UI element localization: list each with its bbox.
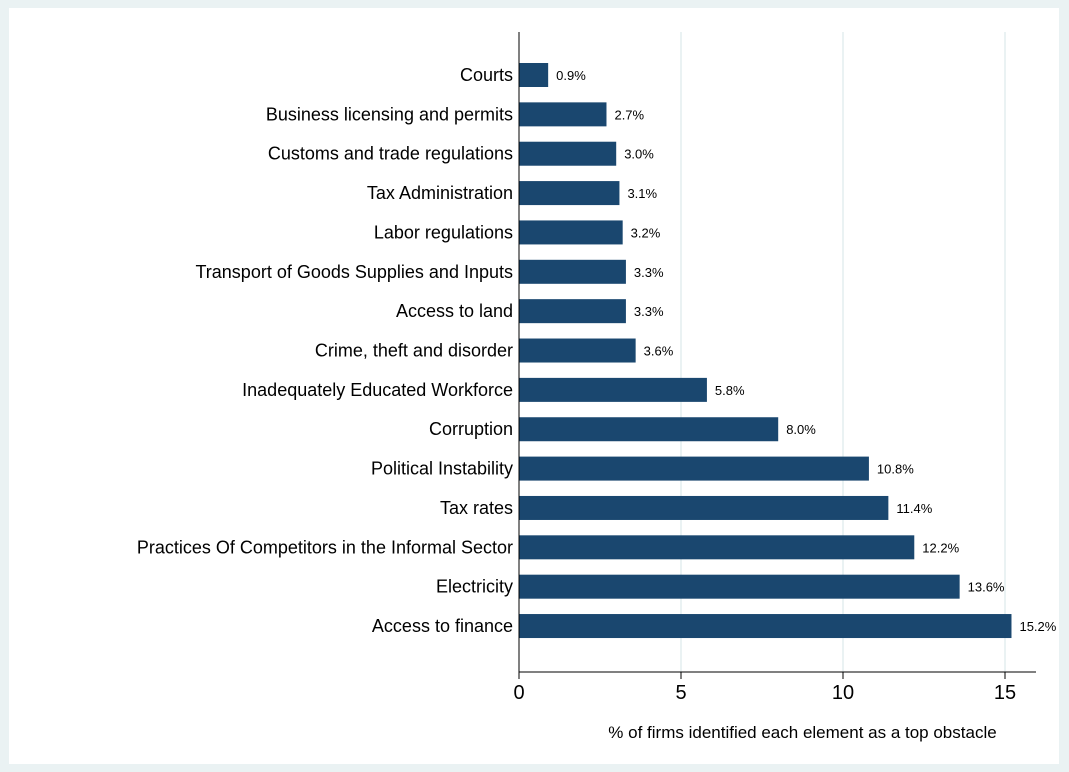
bar-10	[519, 456, 869, 481]
bar-0	[519, 63, 549, 87]
value-label-6: 3.3%	[634, 304, 664, 319]
value-label-13: 13.6%	[968, 580, 1005, 595]
category-label-3: Tax Administration	[367, 183, 513, 203]
bar-9	[519, 417, 779, 442]
x-tick-label-1: 5	[675, 682, 686, 704]
value-label-11: 11.4%	[896, 501, 932, 516]
category-label-1: Business licensing and permits	[266, 104, 513, 124]
bar-5	[519, 259, 626, 284]
bar-3	[519, 181, 620, 206]
x-axis-title: % of firms identified each element as a …	[608, 723, 996, 742]
value-label-9: 8.0%	[786, 422, 816, 437]
value-label-8: 5.8%	[715, 383, 745, 398]
category-label-9: Corruption	[429, 419, 513, 439]
category-label-0: Courts	[460, 65, 513, 85]
value-label-12: 12.2%	[922, 540, 959, 555]
value-label-4: 3.2%	[631, 225, 661, 240]
bar-6	[519, 299, 626, 324]
category-label-8: Inadequately Educated Workforce	[242, 380, 513, 400]
category-label-5: Transport of Goods Supplies and Inputs	[195, 262, 513, 282]
x-tick-label-0: 0	[513, 682, 524, 704]
bar-7	[519, 338, 636, 363]
value-label-14: 15.2%	[1019, 619, 1056, 634]
value-label-7: 3.6%	[644, 344, 674, 359]
bar-2	[519, 141, 617, 166]
category-label-2: Customs and trade regulations	[268, 144, 513, 164]
category-label-10: Political Instability	[371, 459, 513, 479]
bar-12	[519, 535, 915, 560]
value-label-3: 3.1%	[627, 186, 657, 201]
bar-11	[519, 495, 889, 520]
value-label-1: 2.7%	[614, 107, 644, 122]
value-label-10: 10.8%	[877, 462, 914, 477]
x-tick-label-2: 10	[832, 682, 854, 704]
category-label-7: Crime, theft and disorder	[315, 341, 513, 361]
bar-14	[519, 614, 1012, 639]
value-label-2: 3.0%	[624, 147, 654, 162]
value-label-5: 3.3%	[634, 265, 664, 280]
value-label-0: 0.9%	[556, 68, 586, 83]
category-label-14: Access to finance	[372, 616, 513, 636]
bar-13	[519, 574, 960, 599]
x-tick-label-3: 15	[994, 682, 1016, 704]
bar-1	[519, 102, 607, 127]
bar-8	[519, 377, 707, 402]
category-label-6: Access to land	[396, 301, 513, 321]
category-label-4: Labor regulations	[374, 222, 513, 242]
category-label-11: Tax rates	[440, 498, 513, 518]
category-label-13: Electricity	[436, 577, 513, 597]
category-label-12: Practices Of Competitors in the Informal…	[137, 537, 513, 557]
bar-4	[519, 220, 623, 245]
